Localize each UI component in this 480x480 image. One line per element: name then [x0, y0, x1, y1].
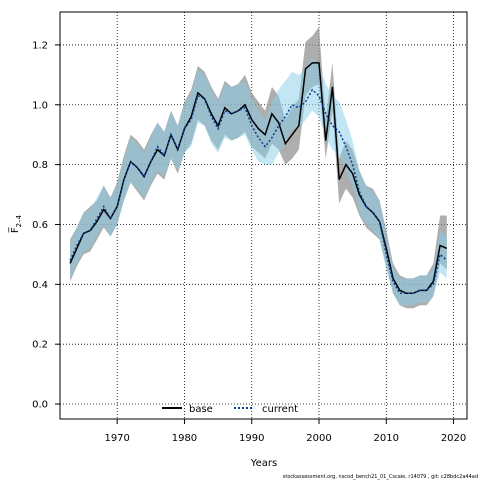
y-axis-title: F̅2–4: [8, 214, 23, 233]
x-tick-label: 1970: [104, 433, 129, 444]
y-tick-label: 1.2: [32, 40, 48, 51]
series-lines: [69, 62, 448, 295]
x-axis: 1970 1980 1990 2000 2010 2020: [104, 419, 466, 444]
y-axis-title-subscript: 2–4: [15, 214, 23, 227]
y-tick-label: 0.6: [32, 220, 48, 231]
band-current: [70, 56, 447, 306]
x-tick-label: 2010: [374, 433, 399, 444]
plot-frame: [59, 11, 468, 420]
line-base: [69, 62, 448, 295]
footer-note: stockassessment.org, nscod_bench21_01_Cs…: [283, 474, 478, 480]
confidence-bands: [70, 26, 447, 309]
x-axis-title: Years: [250, 458, 277, 469]
y-tick-label: 0.0: [32, 400, 48, 411]
legend-current-label: current: [262, 404, 298, 415]
y-tick-label: 0.8: [32, 160, 48, 171]
x-tick-label: 2000: [306, 433, 331, 444]
y-axis: 0.0 0.2 0.4 0.6 0.8 1.0 1.2: [32, 40, 60, 411]
x-tick-label: 1980: [172, 433, 197, 444]
legend-base-label: base: [189, 404, 213, 415]
legend: base current: [162, 404, 298, 415]
x-tick-label: 2020: [441, 433, 466, 444]
svg-text:F̅2–4: F̅2–4: [8, 214, 23, 233]
y-tick-label: 1.0: [32, 100, 48, 111]
y-tick-label: 0.4: [32, 280, 48, 291]
grid-lines: [60, 12, 467, 419]
x-tick-label: 1990: [239, 433, 264, 444]
y-axis-title-main: F̅: [8, 226, 21, 233]
y-tick-label: 0.2: [32, 340, 48, 351]
